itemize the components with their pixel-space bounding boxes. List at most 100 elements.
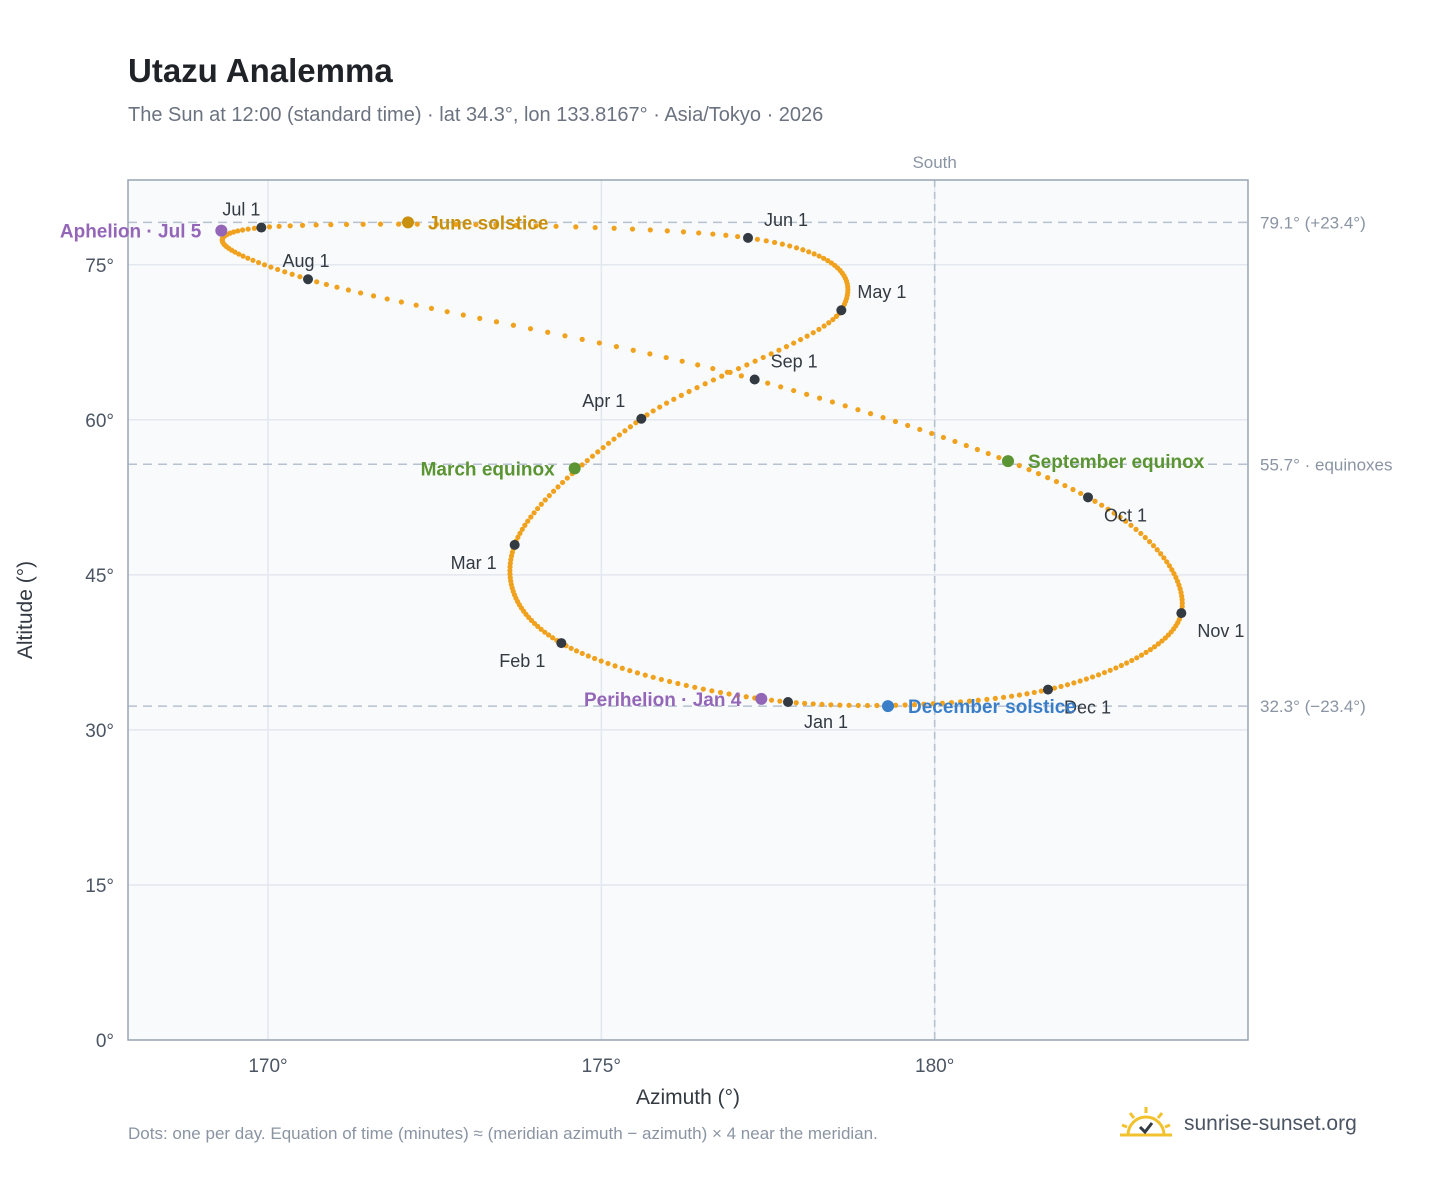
daily-dot [261, 262, 268, 268]
daily-dot [622, 428, 628, 434]
daily-dot [1092, 498, 1098, 504]
daily-dot [525, 518, 531, 524]
daily-dot [1105, 506, 1111, 512]
month-label: May 1 [857, 282, 906, 302]
daily-dot [666, 678, 673, 685]
daily-dot [634, 670, 641, 676]
daily-dot [816, 253, 822, 259]
daily-dot [644, 412, 650, 418]
daily-dot [545, 632, 552, 638]
meridian-label: South [912, 153, 956, 172]
daily-dot [1035, 471, 1042, 477]
plot-frame [127, 179, 1249, 1041]
daily-dot [553, 223, 559, 229]
sunrise-icon [1120, 1105, 1172, 1144]
daily-dot [1166, 563, 1173, 569]
daily-dot [1099, 502, 1105, 508]
daily-dot [650, 408, 656, 414]
daily-dot [929, 430, 935, 437]
daily-dot [760, 354, 766, 361]
brand-logo[interactable]: sunrise-sunset.org [1120, 1102, 1357, 1146]
daily-dot [613, 343, 619, 350]
daily-dot [826, 320, 832, 326]
daily-dot [642, 672, 648, 678]
month-marker [1043, 684, 1053, 695]
daily-dot [802, 700, 808, 706]
daily-dot [696, 230, 702, 236]
daily-dot [297, 274, 303, 280]
month-label: Jul 1 [222, 200, 260, 220]
daily-dot [846, 702, 852, 708]
daily-dot [663, 354, 669, 361]
daily-dot [627, 424, 634, 430]
daily-dot [1133, 526, 1139, 532]
daily-dot [533, 223, 539, 229]
daily-dot [546, 493, 552, 499]
daily-dot [787, 243, 793, 249]
daily-dot [779, 241, 786, 247]
daily-dot [589, 453, 596, 459]
daily-dot [276, 223, 282, 229]
month-label: Aug 1 [282, 251, 329, 271]
daily-dot [630, 347, 636, 353]
y-tick-label: 30° [85, 721, 114, 742]
daily-dot [600, 444, 606, 451]
daily-dot [289, 271, 295, 277]
daily-dot [893, 702, 899, 708]
daily-dot [709, 688, 715, 694]
reference-line-label: 79.1° (+23.4°) [1260, 213, 1366, 232]
daily-dot [664, 228, 670, 234]
daily-dot [679, 358, 685, 364]
daily-dot [460, 312, 466, 318]
y-tick-label: 75° [85, 256, 114, 277]
daily-dot [528, 514, 534, 520]
daily-dot [1142, 534, 1148, 541]
daily-dot [245, 255, 251, 261]
daily-dot [250, 257, 256, 263]
daily-dot [1064, 682, 1071, 688]
daily-dot [768, 697, 775, 703]
daily-dot [629, 226, 636, 232]
event-label: September equinox [1028, 452, 1205, 473]
daily-dot [724, 369, 730, 375]
daily-dot [579, 462, 585, 468]
daily-dot [911, 702, 918, 708]
reference-line-label: 32.3° (−23.4°) [1260, 697, 1366, 716]
event-label: Aphelion · Jul 5 [60, 222, 202, 243]
daily-dot [829, 399, 836, 405]
daily-dot [513, 222, 519, 228]
daily-dot [414, 221, 420, 227]
daily-dot [538, 501, 544, 507]
daily-dot [744, 362, 750, 368]
daily-dot [266, 224, 273, 230]
daily-dot [313, 222, 319, 228]
daily-dot [738, 373, 744, 379]
brand-name[interactable]: sunrise-sunset.org [1184, 1112, 1357, 1135]
daily-dot [1151, 644, 1158, 650]
daily-dot [975, 697, 981, 703]
daily-dot [413, 302, 419, 308]
event-marker [755, 692, 768, 705]
daily-dot [251, 225, 257, 231]
event-label: June solstice [428, 213, 548, 234]
daily-dot [542, 497, 548, 503]
daily-dot [334, 284, 340, 290]
daily-dot [596, 340, 602, 346]
daily-dot [323, 281, 329, 288]
y-tick-label: 15° [85, 876, 114, 897]
daily-dot [930, 701, 936, 707]
month-label: Jun 1 [764, 210, 808, 230]
daily-dot [793, 700, 799, 706]
daily-dot [584, 457, 590, 464]
daily-dot [517, 530, 523, 536]
daily-dot [793, 245, 800, 251]
daily-dot [1146, 539, 1153, 545]
daily-dot [579, 336, 585, 342]
daily-dot [743, 694, 749, 700]
month-marker [1083, 492, 1093, 503]
daily-dot [867, 411, 874, 417]
daily-dot [735, 233, 741, 240]
key-events: June solstice December solstice March equi… [60, 213, 1205, 718]
daily-dot [692, 684, 698, 690]
daily-dot [232, 249, 238, 255]
